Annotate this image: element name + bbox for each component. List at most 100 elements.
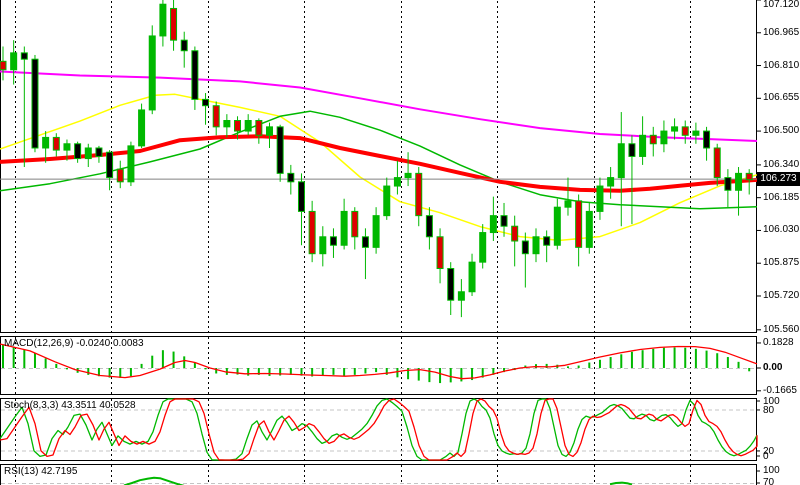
stoch-d-line — [0, 398, 758, 461]
main-panel-border — [0, 0, 757, 333]
ma-yellow — [0, 93, 758, 242]
candle-body — [457, 291, 465, 301]
price-axis-label: 106.965 — [763, 26, 800, 38]
candle-body — [276, 126, 284, 174]
ma-magenta — [0, 70, 758, 142]
price-axis-label: 105.560 — [763, 323, 800, 335]
candle-body — [532, 236, 540, 255]
candle-body — [148, 35, 156, 111]
ma-red-thick — [0, 134, 758, 193]
candle-body — [20, 52, 28, 60]
price-axis-label: 106.030 — [763, 224, 800, 236]
rsi-line — [123, 476, 185, 485]
rsi-line — [609, 481, 633, 485]
price-axis-label: 106.185 — [763, 191, 800, 203]
candle-body — [415, 172, 423, 217]
candle-body — [425, 215, 433, 238]
candle-body — [361, 236, 369, 248]
current-price-badge: 106.273 — [757, 172, 800, 187]
candle-body — [202, 98, 210, 107]
candle-body — [116, 168, 124, 183]
rsi-axis-label: 70 — [763, 477, 775, 485]
candle-body — [106, 151, 114, 179]
macd-axis-label: -0.1665 — [763, 384, 797, 396]
candle-body — [436, 236, 444, 269]
candle-body — [351, 210, 359, 238]
candle-body — [10, 52, 18, 71]
price-axis-label: 106.500 — [763, 125, 800, 137]
candle-body — [266, 126, 273, 136]
candle-body — [244, 120, 252, 132]
stoch-indicator-label: Stoch(8,3,3) 43.3511 40.0528 — [4, 400, 136, 411]
price-axis-label: 106.655 — [763, 92, 800, 104]
candle-body — [329, 236, 337, 246]
candle-body — [84, 147, 92, 160]
candle-body — [74, 143, 82, 160]
stoch-axis-label: 80 — [763, 404, 775, 416]
candle-body — [447, 267, 455, 301]
candle-body — [585, 210, 593, 248]
candle-body — [308, 210, 316, 255]
candle-body — [138, 109, 146, 147]
candle-body — [191, 50, 199, 100]
candle-body — [553, 206, 561, 246]
macd-signal-line — [0, 343, 758, 380]
candle-body — [31, 58, 39, 149]
candle-body — [223, 120, 231, 128]
candle-body — [660, 130, 668, 145]
price-axis-label: 106.810 — [763, 59, 800, 71]
candle-body — [745, 172, 753, 181]
candle-body — [159, 3, 167, 37]
candle-body — [479, 232, 487, 263]
price-axis-label: 107.120 — [763, 0, 800, 10]
candle-body — [404, 172, 412, 179]
candle-body — [383, 185, 391, 217]
candle-body — [42, 136, 50, 149]
candle-body — [63, 143, 71, 151]
rsi-panel-border — [0, 464, 757, 485]
candle-body — [564, 200, 572, 208]
candle-body — [500, 215, 508, 227]
candle-body — [521, 240, 529, 255]
rsi-axis-label: 100 — [763, 465, 780, 476]
candle-body — [639, 134, 647, 157]
candle-body — [180, 39, 188, 52]
stoch-axis-label: 20 — [763, 445, 775, 457]
candle-body — [95, 147, 103, 157]
ma-green — [0, 110, 758, 210]
price-axis-label: 105.875 — [763, 257, 800, 269]
stoch-axis-label: 100 — [763, 396, 780, 407]
macd-panel-border — [0, 336, 757, 395]
candle-body — [297, 181, 305, 212]
rsi-indicator-label: RSI(13) 42.7195 — [4, 466, 78, 477]
candle-body — [170, 7, 178, 41]
candle-body — [692, 130, 700, 136]
candle-body — [489, 215, 497, 234]
candle-body — [703, 130, 711, 149]
candle-body — [52, 136, 60, 151]
candle-body — [713, 147, 721, 179]
candle-body — [681, 126, 689, 136]
candle-body — [212, 105, 220, 128]
candle-body — [628, 143, 636, 157]
candle-body — [127, 145, 135, 183]
candle-body — [607, 177, 615, 187]
candle-body — [287, 172, 295, 183]
candle-body — [596, 185, 604, 212]
macd-axis-label: 0.00 — [763, 362, 783, 373]
candle-body — [543, 236, 551, 246]
candle-body — [372, 215, 380, 248]
candle-body — [340, 210, 348, 246]
candle-body — [617, 143, 625, 179]
candle-body — [575, 200, 583, 248]
candle-body — [724, 177, 732, 191]
candle-body — [255, 120, 263, 136]
candle-body — [319, 236, 327, 255]
candle-body — [649, 134, 657, 145]
price-axis-label: 106.340 — [763, 158, 800, 170]
candle-body — [735, 172, 743, 191]
candle-body — [393, 177, 401, 187]
stoch-panel-border — [0, 398, 757, 461]
